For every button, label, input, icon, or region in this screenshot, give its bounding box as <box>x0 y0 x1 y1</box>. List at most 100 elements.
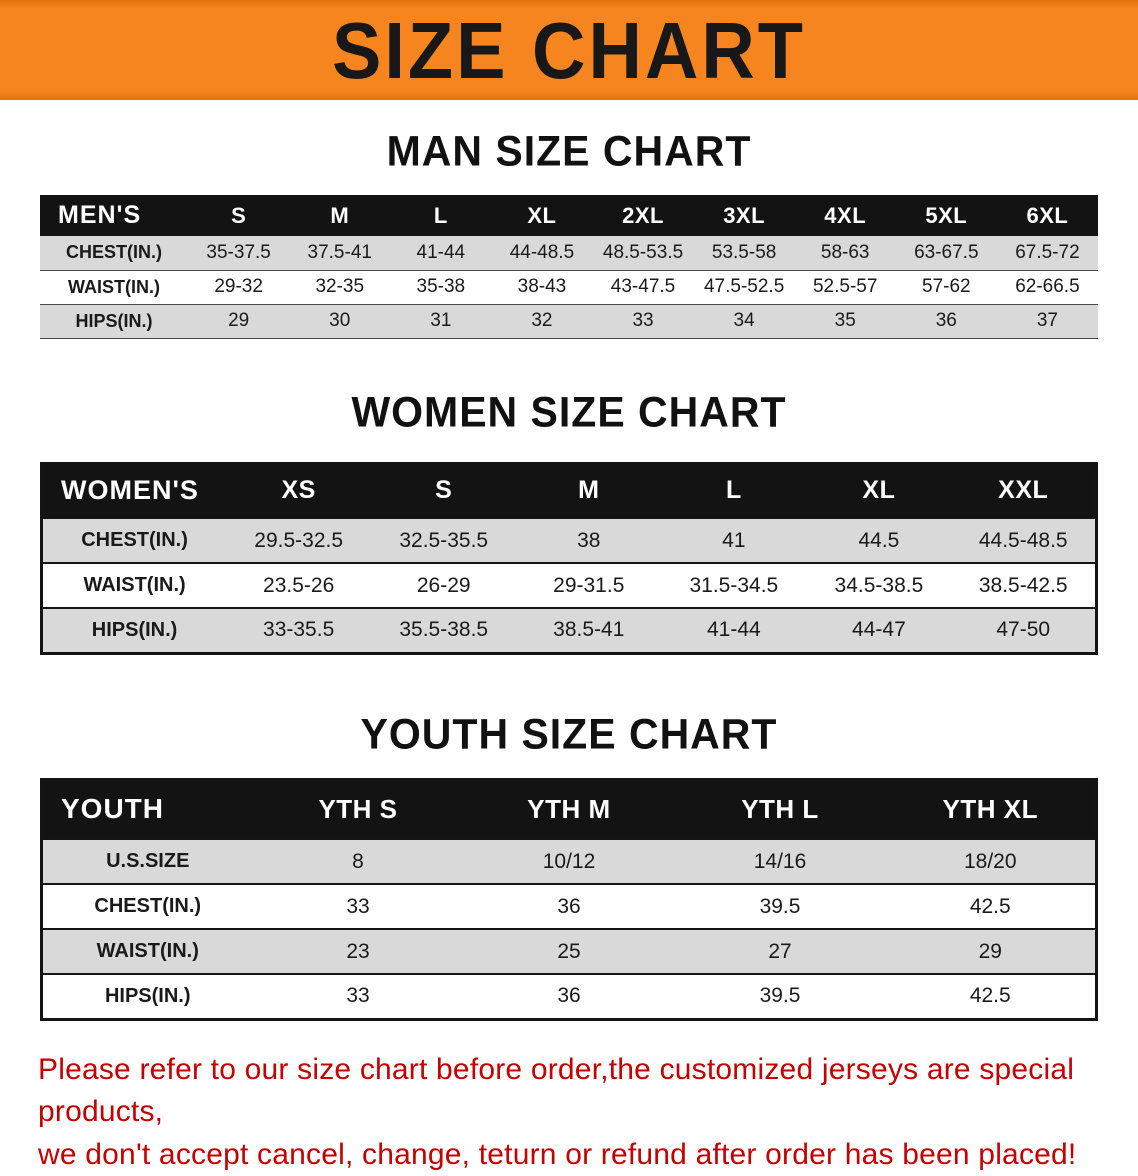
size-value-cell: 47-50 <box>951 608 1096 653</box>
size-value-cell: 47.5-52.5 <box>694 270 795 304</box>
size-value-cell: 36 <box>464 974 675 1019</box>
row-label-cell: HIPS(IN.) <box>40 304 188 338</box>
size-value-cell: 39.5 <box>675 884 886 929</box>
size-value-cell: 67.5-72 <box>997 236 1098 270</box>
size-value-cell: 18/20 <box>886 839 1097 884</box>
row-label-cell: CHEST(IN.) <box>42 884 253 929</box>
size-value-cell: 33 <box>253 884 464 929</box>
size-value-cell: 38 <box>516 518 661 563</box>
page-title: SIZE CHART <box>332 4 806 96</box>
size-value-cell: 42.5 <box>886 974 1097 1019</box>
size-header-cell: 2XL <box>592 195 693 236</box>
size-value-cell: 10/12 <box>464 839 675 884</box>
size-value-cell: 38.5-41 <box>516 608 661 653</box>
footer-notice: Please refer to our size chart before or… <box>38 1049 1100 1176</box>
size-value-cell: 23 <box>253 929 464 974</box>
notice-line-2: we don't accept cancel, change, teturn o… <box>38 1134 1100 1176</box>
size-value-cell: 37 <box>997 304 1098 338</box>
youth-section-title: YOUTH SIZE CHART <box>0 709 1138 758</box>
size-value-cell: 35-38 <box>390 270 491 304</box>
size-header-cell: 3XL <box>694 195 795 236</box>
size-value-cell: 44.5-48.5 <box>951 518 1096 563</box>
size-value-cell: 44-47 <box>806 608 951 653</box>
size-value-cell: 32-35 <box>289 270 390 304</box>
size-value-cell: 29-32 <box>188 270 289 304</box>
size-value-cell: 41-44 <box>390 236 491 270</box>
size-value-cell: 38-43 <box>491 270 592 304</box>
size-value-cell: 29-31.5 <box>516 563 661 608</box>
row-label-cell: WAIST(IN.) <box>40 270 188 304</box>
size-value-cell: 44.5 <box>806 518 951 563</box>
size-header-cell: L <box>390 195 491 236</box>
size-value-cell: 39.5 <box>675 974 886 1019</box>
size-value-cell: 29 <box>886 929 1097 974</box>
size-header-cell: S <box>371 463 516 518</box>
size-value-cell: 33 <box>592 304 693 338</box>
notice-line-1: Please refer to our size chart before or… <box>38 1049 1100 1134</box>
row-label-cell: HIPS(IN.) <box>42 608 227 653</box>
size-value-cell: 33-35.5 <box>226 608 371 653</box>
size-header-cell: XL <box>491 195 592 236</box>
size-value-cell: 25 <box>464 929 675 974</box>
size-value-cell: 34.5-38.5 <box>806 563 951 608</box>
size-value-cell: 29 <box>188 304 289 338</box>
size-value-cell: 35-37.5 <box>188 236 289 270</box>
size-value-cell: 32 <box>491 304 592 338</box>
size-value-cell: 41 <box>661 518 806 563</box>
row-label-cell: HIPS(IN.) <box>42 974 253 1019</box>
banner: SIZE CHART <box>0 0 1138 100</box>
women-section-title: WOMEN SIZE CHART <box>0 387 1138 436</box>
size-value-cell: 31 <box>390 304 491 338</box>
size-value-cell: 48.5-53.5 <box>592 236 693 270</box>
size-value-cell: 31.5-34.5 <box>661 563 806 608</box>
size-value-cell: 36 <box>464 884 675 929</box>
size-value-cell: 33 <box>253 974 464 1019</box>
size-value-cell: 52.5-57 <box>795 270 896 304</box>
size-header-cell: XL <box>806 463 951 518</box>
size-header-cell: 4XL <box>795 195 896 236</box>
size-value-cell: 23.5-26 <box>226 563 371 608</box>
size-value-cell: 62-66.5 <box>997 270 1098 304</box>
size-header-cell: XXL <box>951 463 1096 518</box>
size-header-cell: L <box>661 463 806 518</box>
size-value-cell: 44-48.5 <box>491 236 592 270</box>
size-header-cell: YTH L <box>675 779 886 839</box>
size-header-cell: XS <box>226 463 371 518</box>
size-value-cell: 27 <box>675 929 886 974</box>
size-value-cell: 57-62 <box>896 270 997 304</box>
size-value-cell: 34 <box>694 304 795 338</box>
size-value-cell: 36 <box>896 304 997 338</box>
size-value-cell: 43-47.5 <box>592 270 693 304</box>
size-header-cell: 6XL <box>997 195 1098 236</box>
size-value-cell: 30 <box>289 304 390 338</box>
size-value-cell: 35 <box>795 304 896 338</box>
size-value-cell: 38.5-42.5 <box>951 563 1096 608</box>
size-header-cell: 5XL <box>896 195 997 236</box>
table-title-cell: YOUTH <box>42 779 253 839</box>
size-value-cell: 37.5-41 <box>289 236 390 270</box>
size-value-cell: 63-67.5 <box>896 236 997 270</box>
row-label-cell: WAIST(IN.) <box>42 563 227 608</box>
size-value-cell: 41-44 <box>661 608 806 653</box>
size-value-cell: 58-63 <box>795 236 896 270</box>
size-header-cell: M <box>289 195 390 236</box>
